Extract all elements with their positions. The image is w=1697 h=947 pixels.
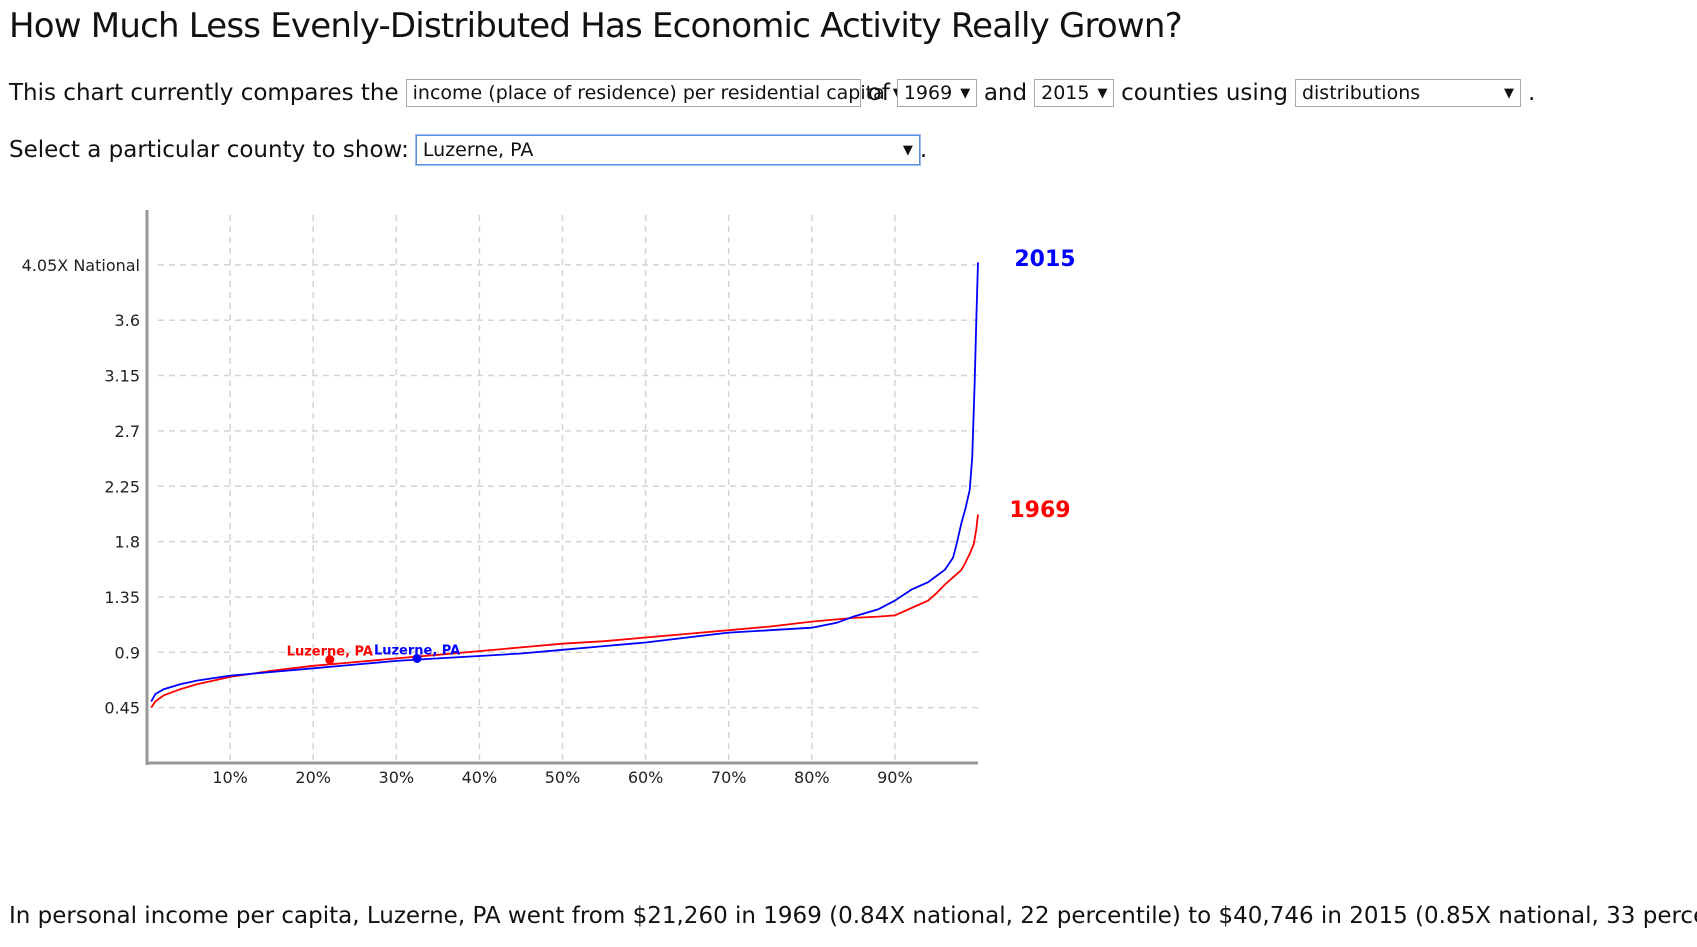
year-a-select[interactable]: 1969 ▼ [896,79,977,107]
year-b-select[interactable]: 2015 ▼ [1034,79,1115,107]
chart-axes: 10% 20% 30% 40% 50% 60% 70% 80% 90% 0.45 0.9 1.35 1.… [22,210,978,787]
county-marker-label-2015: Luzerne, PA [374,643,460,658]
measure-select-value: income (place of residence) per resident… [412,82,885,104]
chart-series [150,262,979,709]
county-marker-1969 [325,655,335,665]
controls-prefix: This chart currently compares the [9,80,399,106]
series-label-2015: 2015 [1014,247,1075,272]
county-select[interactable]: Luzerne, PA ▼ [415,135,920,165]
series-label-1969: 1969 [1009,498,1070,523]
year-b-select-value: 2015 [1041,82,1090,104]
county-marker-2015 [412,653,422,663]
x-tick-label: 10% [212,768,248,787]
year-a-select-value: 1969 [903,82,953,104]
county-marker-label-1969: Luzerne, PA [287,645,373,660]
y-tick-label: 2.25 [104,477,140,496]
x-tick-label: 60% [628,768,664,787]
x-tick-label: 20% [295,768,331,787]
chart-grid [158,215,978,763]
x-tick-label: 30% [379,768,415,787]
county-select-label: Select a particular county to show: [9,137,409,163]
x-tick-label: 40% [462,768,498,787]
chevron-down-icon: ▼ [1097,85,1108,101]
series-line-1969 [150,514,979,709]
y-tick-label: 2.7 [115,422,140,441]
method-select-value: distributions [1301,82,1421,104]
y-tick-label: 0.45 [104,699,140,718]
controls-of: of [867,80,890,106]
chevron-down-icon: ▼ [960,85,971,101]
y-tick-label: 1.35 [104,588,140,607]
y-tick-label: 3.6 [115,311,140,330]
controls-period: . [1527,80,1536,106]
x-tick-label: 80% [794,768,830,787]
measure-select[interactable]: income (place of residence) per resident… [405,79,903,107]
chevron-down-icon: ▼ [902,142,913,158]
y-tick-label: 0.9 [115,643,140,662]
x-tick-label: 90% [877,768,913,787]
x-tick-label: 70% [711,768,747,787]
county-select-value: Luzerne, PA [422,139,534,161]
controls-counties-using: counties using [1121,80,1288,106]
county-period: . [919,137,928,163]
y-tick-label: 3.15 [104,367,140,386]
y-tick-label: 1.8 [115,533,140,552]
y-tick-label: 4.05X National [22,256,140,275]
page-title: How Much Less Evenly-Distributed Has Eco… [9,6,1183,46]
x-tick-label: 50% [545,768,581,787]
distribution-chart: 10% 20% 30% 40% 50% 60% 70% 80% 90% 0.45 0.9 1.35 1.… [22,210,1076,787]
comparison-controls: This chart currently compares the income… [9,79,1535,107]
controls-and: and [983,80,1028,106]
chart-markers: 1969 2015 Luzerne, PA Luzerne, PA [287,247,1076,665]
chevron-down-icon: ▼ [1503,85,1514,101]
method-select[interactable]: distributions ▼ [1294,79,1521,107]
county-controls: Select a particular county to show: Luze… [9,135,927,165]
summary-text: In personal income per capita, Luzerne, … [9,903,1697,929]
series-line-2015 [150,262,979,702]
